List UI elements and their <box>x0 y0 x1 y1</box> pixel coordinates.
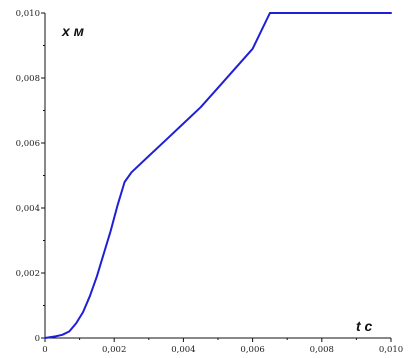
x-tick-label: 0,010 <box>379 345 403 355</box>
x-tick-label: 0,002 <box>102 345 126 355</box>
y-axis-label: x м <box>61 23 85 39</box>
x-axis: 0 0,002 0,004 0,006 0,008 0,010 <box>42 337 403 355</box>
series-line <box>44 12 392 339</box>
y-tick-label: 0 <box>35 334 40 344</box>
y-tick-label: 0,010 <box>16 9 40 19</box>
y-tick-label: 0,004 <box>16 204 40 214</box>
x-tick-label: 0 <box>42 345 47 355</box>
y-tick-label: 0,006 <box>16 139 40 149</box>
x-axis-label: t c <box>356 318 373 334</box>
x-tick-label: 0,006 <box>240 345 264 355</box>
y-axis: 0 0,002 0,004 0,006 0,008 0,010 <box>16 9 46 344</box>
y-tick-label: 0,008 <box>16 74 40 84</box>
y-tick-label: 0,002 <box>16 269 40 279</box>
series-group <box>44 12 392 339</box>
x-tick-label: 0,004 <box>171 345 195 355</box>
x-tick-label: 0,008 <box>310 345 334 355</box>
